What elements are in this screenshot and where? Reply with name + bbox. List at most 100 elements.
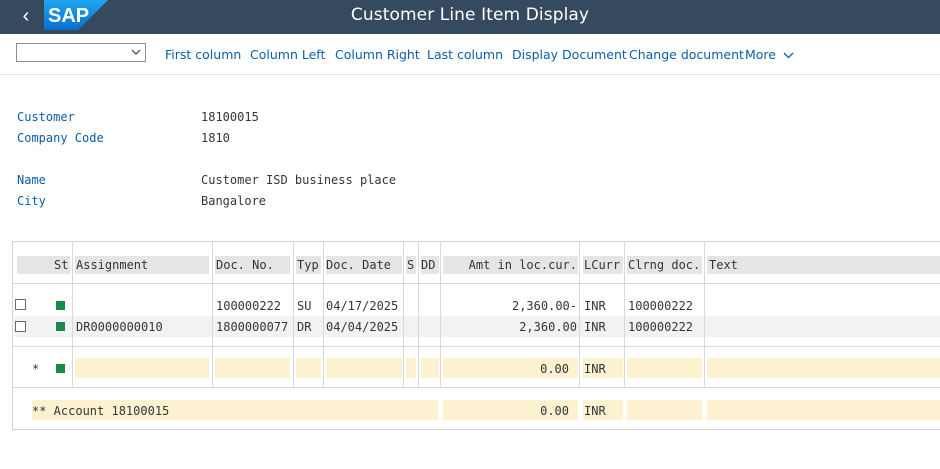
grid-line	[293, 242, 294, 387]
display-document-button[interactable]: Display Document	[512, 47, 627, 62]
company-code-label: Company Code	[17, 131, 104, 145]
grid-line	[323, 242, 324, 387]
row-typ: DR	[297, 320, 312, 334]
total-amount: 0.00	[540, 404, 569, 418]
grid-line	[13, 387, 940, 388]
column-header-bg	[443, 256, 578, 274]
total-cell-bg	[32, 400, 438, 420]
more-button-label: More	[745, 47, 776, 62]
total-cell-bg	[707, 400, 940, 420]
column-header-st[interactable]: St	[54, 258, 69, 272]
name-label: Name	[17, 173, 46, 187]
column-header-bg	[75, 256, 209, 274]
column-header-bg	[406, 256, 416, 274]
city-value: Bangalore	[201, 194, 267, 208]
row-band	[14, 316, 940, 337]
row-doc-date: 04/04/2025	[326, 320, 399, 334]
column-header-lcurr[interactable]: LCurr	[584, 258, 621, 272]
status-green-icon	[56, 364, 65, 373]
customer-label: Customer	[17, 110, 75, 124]
row-clrng-doc: 100000222	[628, 320, 694, 334]
subtotal-marker: *	[32, 362, 40, 376]
grid-line	[440, 242, 441, 387]
row-select-checkbox[interactable]	[15, 321, 26, 332]
first-column-button[interactable]: First column	[165, 47, 242, 62]
change-document-button[interactable]: Change document	[629, 47, 744, 62]
column-header-text[interactable]: Text	[709, 258, 738, 272]
subtotal-cell-bg	[215, 358, 290, 378]
column-header-bg	[583, 256, 623, 274]
subtotal-cell-bg	[627, 358, 702, 378]
subtotal-cell-bg	[707, 358, 940, 378]
row-amount: 2,360.00-	[511, 299, 577, 313]
shell-bar: ‹ SAP Customer Line Item Display	[0, 0, 940, 34]
status-green-icon	[56, 322, 65, 331]
subtotal-lcurr: INR	[584, 362, 606, 376]
subtotal-amount: 0.00	[540, 362, 569, 376]
app-title: Customer Line Item Display	[350, 5, 590, 25]
grid-line	[579, 242, 580, 387]
grid-line	[13, 283, 940, 284]
column-header-doc-no[interactable]: Doc. No.	[216, 258, 274, 272]
grid-line	[72, 242, 73, 387]
row-assignment: DR0000000010	[76, 320, 163, 334]
column-header-typ[interactable]: Typ	[297, 258, 319, 272]
sap-logo: SAP	[44, 0, 108, 30]
name-value: Customer ISD business place	[201, 173, 397, 187]
subtotal-cell-bg	[443, 358, 578, 378]
back-chevron-icon[interactable]: ‹	[22, 5, 30, 27]
line-items-grid: St Assignment Doc. No. Typ Doc. Date S D…	[12, 241, 940, 430]
customer-value: 18100015	[201, 110, 259, 124]
status-green-icon	[56, 301, 65, 310]
row-doc-date: 04/17/2025	[326, 299, 399, 313]
column-header-bg	[627, 256, 702, 274]
column-header-bg	[296, 256, 321, 274]
column-header-s[interactable]: S	[407, 258, 415, 272]
column-header-dd[interactable]: DD	[421, 258, 436, 272]
row-doc-no[interactable]: 1800000077	[216, 320, 289, 334]
row-amount: 2,360.00	[519, 320, 577, 334]
total-cell-bg	[443, 400, 578, 420]
grid-line	[624, 242, 625, 387]
column-header-bg	[326, 256, 402, 274]
subtotal-cell-bg	[406, 358, 416, 378]
row-typ: SU	[297, 299, 312, 313]
total-label: ** Account 18100015	[32, 404, 170, 418]
chevron-down-icon	[783, 52, 794, 59]
column-header-bg	[17, 256, 70, 274]
column-header-bg	[421, 256, 439, 274]
column-header-clrng-doc[interactable]: Clrng doc.	[628, 258, 701, 272]
column-left-button[interactable]: Column Left	[250, 47, 326, 62]
grid-line	[13, 346, 940, 347]
column-header-amount[interactable]: Amt in loc.cur.	[468, 258, 577, 272]
company-code-value: 1810	[201, 131, 230, 145]
assignment-cell-bg	[75, 296, 209, 314]
subtotal-cell-bg	[583, 358, 623, 378]
subtotal-cell-bg	[326, 358, 402, 378]
subtotal-cell-bg	[421, 358, 439, 378]
grid-line	[704, 242, 705, 387]
column-header-bg	[707, 256, 940, 274]
column-header-doc-date[interactable]: Doc. Date	[326, 258, 392, 272]
row-lcurr: INR	[584, 320, 606, 334]
row-lcurr: INR	[584, 299, 606, 313]
subtotal-cell-bg	[296, 358, 321, 378]
row-clrng-doc: 100000222	[628, 299, 694, 313]
row-select-checkbox[interactable]	[15, 299, 26, 310]
chevron-down-icon	[131, 49, 141, 55]
last-column-button[interactable]: Last column	[427, 47, 504, 62]
total-cell-bg	[627, 400, 702, 420]
column-right-button[interactable]: Column Right	[335, 47, 420, 62]
layout-dropdown[interactable]	[16, 43, 146, 62]
column-header-bg	[215, 256, 290, 274]
more-button[interactable]: More	[745, 47, 794, 62]
city-label: City	[17, 194, 46, 208]
column-header-assignment[interactable]: Assignment	[76, 258, 149, 272]
toolbar: First column Column Left Column Right La…	[0, 34, 940, 75]
grid-line	[212, 242, 213, 387]
grid-line	[418, 242, 419, 387]
row-doc-no[interactable]: 100000222	[216, 299, 282, 313]
svg-text:SAP: SAP	[48, 5, 89, 27]
grid-line	[403, 242, 404, 387]
subtotal-cell-bg	[75, 358, 209, 378]
